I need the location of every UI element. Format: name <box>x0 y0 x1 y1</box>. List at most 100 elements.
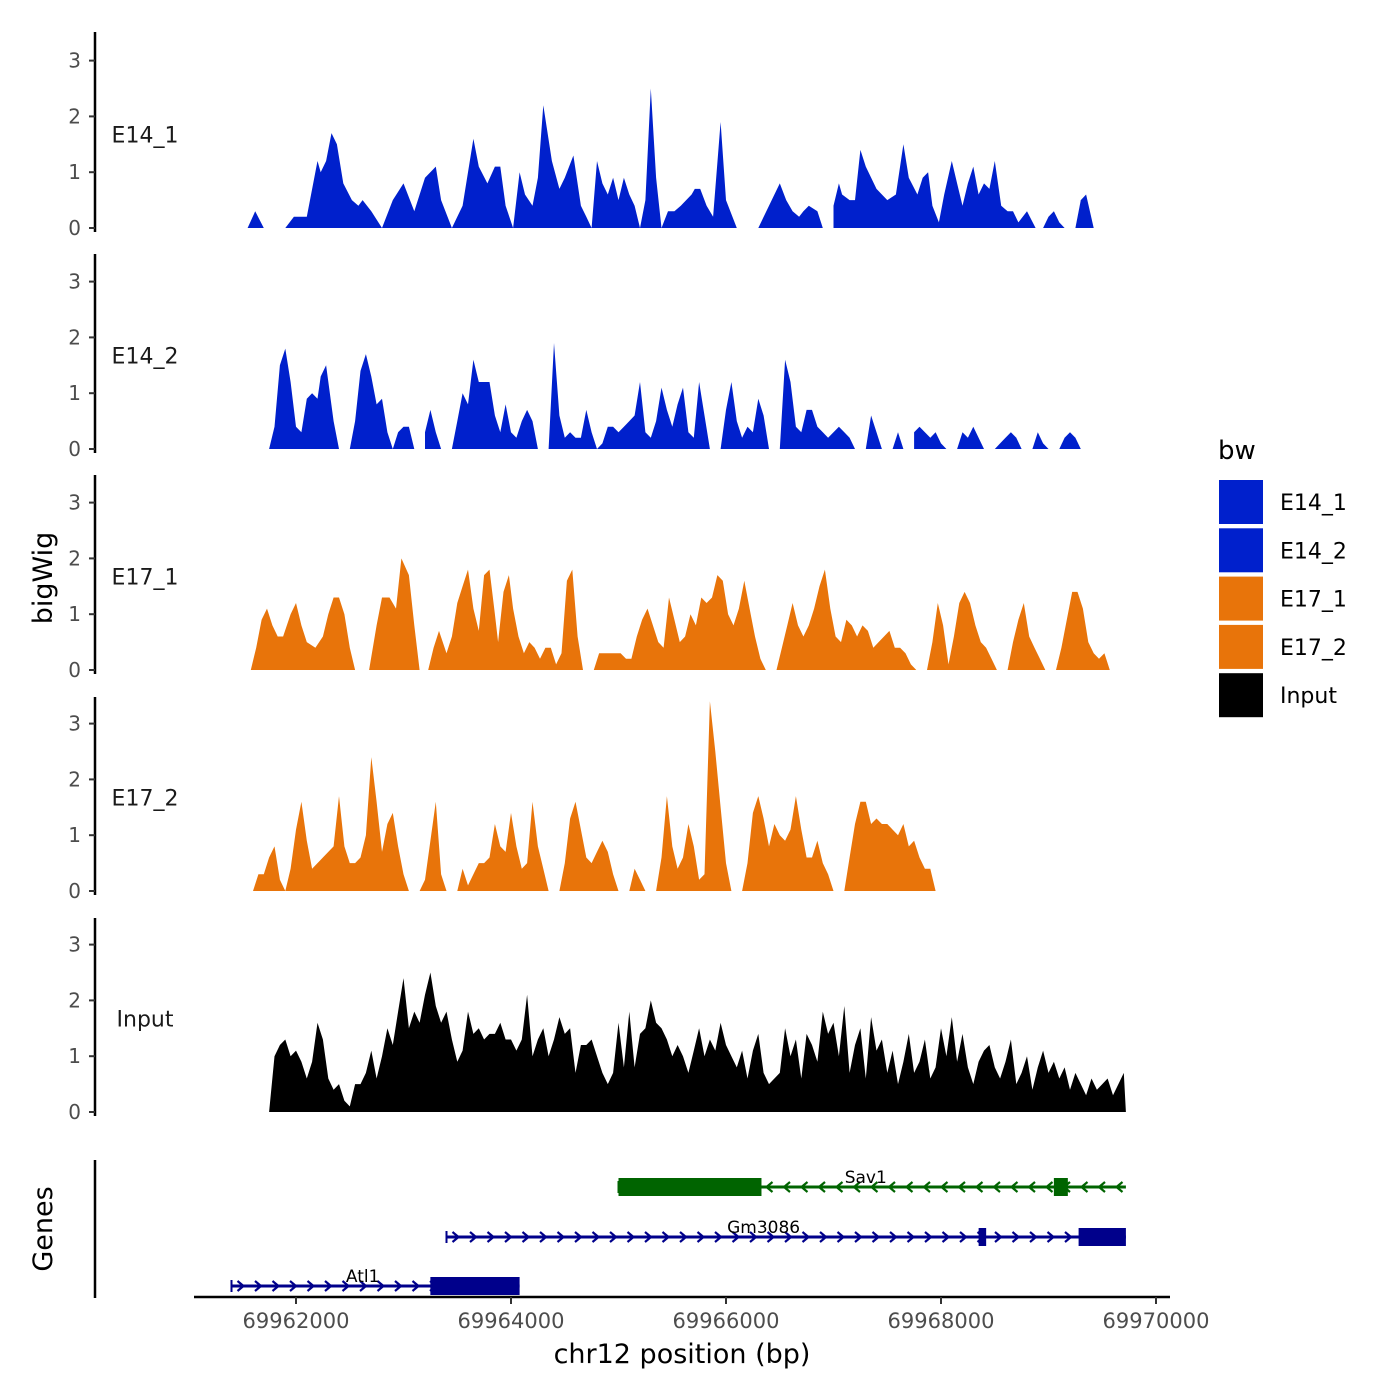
strand-chevron <box>626 1231 636 1243</box>
legend: bw E14_1 E14_2 E17_1 E17_2 Input <box>1218 436 1347 718</box>
x-tick-label: 69964000 <box>458 1309 565 1333</box>
strand-chevron <box>889 1231 898 1243</box>
strand-chevron <box>1044 1181 1054 1193</box>
gene-exon <box>1078 1228 1126 1246</box>
legend-label: E14_1 <box>1280 491 1347 516</box>
y-tick-label: 0 <box>68 216 81 240</box>
strand-chevron <box>411 1280 421 1292</box>
strand-chevron <box>324 1280 333 1292</box>
track-label: Input <box>117 1007 174 1032</box>
strand-chevron <box>1009 1181 1019 1193</box>
signal-area <box>369 558 420 670</box>
signal-area <box>247 211 264 228</box>
signal-area <box>425 409 442 449</box>
strand-chevron <box>271 1280 281 1292</box>
strand-chevron <box>451 1231 461 1243</box>
signal-area <box>1032 432 1049 449</box>
gene-exon <box>1053 1178 1068 1196</box>
y-tick-label: 3 <box>68 933 81 957</box>
signal-area <box>656 701 732 891</box>
y-tick-label: 3 <box>68 491 81 515</box>
strand-chevron <box>591 1231 601 1243</box>
strand-chevron <box>959 1231 968 1243</box>
signal-area <box>776 569 917 670</box>
signal-area <box>593 575 766 670</box>
signal-area <box>742 796 834 891</box>
x-tick-label: 69968000 <box>888 1309 995 1333</box>
signal-area <box>428 569 583 670</box>
x-tick-label: 69962000 <box>243 1309 350 1333</box>
strand-chevron <box>394 1280 403 1292</box>
legend-swatch <box>1219 576 1263 621</box>
signal-area <box>419 801 447 891</box>
genes-axis-title: Genes <box>28 1186 59 1271</box>
strand-chevron <box>782 1181 791 1193</box>
strand-chevron <box>609 1231 618 1243</box>
strand-chevron <box>359 1280 368 1292</box>
y-tick-label: 1 <box>68 602 81 626</box>
track-Input: 0 1 2 3 Input <box>68 918 1126 1124</box>
track-label: E17_2 <box>112 786 179 811</box>
strand-chevron <box>731 1231 741 1243</box>
y-tick-label: 2 <box>68 988 81 1012</box>
strand-chevron <box>1011 1231 1021 1243</box>
signal-area <box>548 343 710 449</box>
track-E14_1: 0 1 2 3 E14_1 <box>68 32 1094 240</box>
strand-chevron <box>254 1280 263 1292</box>
y-tick-label: 0 <box>68 1100 81 1124</box>
signal-area <box>927 591 997 670</box>
strand-chevron <box>574 1231 583 1243</box>
track-E14_2: 0 1 2 3 E14_2 <box>68 254 1081 461</box>
track-E17_1: 0 1 2 3 E17_1 <box>68 475 1110 682</box>
strand-chevron <box>749 1231 758 1243</box>
strand-chevron <box>521 1231 531 1243</box>
legend-swatch <box>1219 624 1263 669</box>
track-label: E14_1 <box>112 123 179 148</box>
y-tick-label: 0 <box>68 879 81 903</box>
gene-exon <box>618 1178 762 1196</box>
signal-area <box>994 432 1022 449</box>
y-tick-label: 1 <box>68 160 81 184</box>
strand-chevron <box>556 1231 566 1243</box>
legend-label: E17_2 <box>1280 636 1347 661</box>
strand-chevron <box>539 1231 548 1243</box>
legend-swatch <box>1219 480 1263 524</box>
strand-chevron <box>904 1181 914 1193</box>
strand-chevron <box>1064 1231 1073 1243</box>
signal-area <box>1075 194 1094 228</box>
gene-label: Gm3086 <box>727 1218 800 1238</box>
strand-chevron <box>957 1181 966 1193</box>
signal-area <box>457 801 549 891</box>
legend-label: Input <box>1280 684 1337 709</box>
strand-chevron <box>1046 1231 1056 1243</box>
track-label: E14_2 <box>112 344 179 369</box>
strand-chevron <box>766 1231 776 1243</box>
y-tick-label: 1 <box>68 381 81 405</box>
strand-chevron <box>992 1181 1001 1193</box>
y-tick-label: 0 <box>68 658 81 682</box>
strand-chevron <box>819 1231 828 1243</box>
strand-chevron <box>817 1181 826 1193</box>
signal-area <box>957 426 984 449</box>
track-E17_2: 0 1 2 3 E17_2 <box>68 697 936 903</box>
signal-area <box>914 426 947 449</box>
x-axis-title: chr12 position (bp) <box>554 1339 811 1370</box>
signal-area <box>844 801 936 891</box>
legend-swatch <box>1219 528 1263 573</box>
strand-chevron <box>341 1280 351 1292</box>
strand-chevron <box>852 1181 861 1193</box>
strand-chevron <box>714 1231 723 1243</box>
y-tick-label: 1 <box>68 1044 81 1068</box>
signal-area <box>285 88 737 228</box>
strand-chevron <box>906 1231 916 1243</box>
strand-chevron <box>836 1231 846 1243</box>
strand-chevron <box>834 1181 844 1193</box>
gene-Sav1: Sav1 <box>617 1168 1126 1196</box>
track-label: E17_1 <box>112 565 179 590</box>
signal-area <box>559 801 619 891</box>
legend-label: E17_1 <box>1280 588 1347 613</box>
strand-chevron <box>661 1231 671 1243</box>
signal-area <box>833 144 1065 228</box>
strand-chevron <box>784 1231 793 1243</box>
